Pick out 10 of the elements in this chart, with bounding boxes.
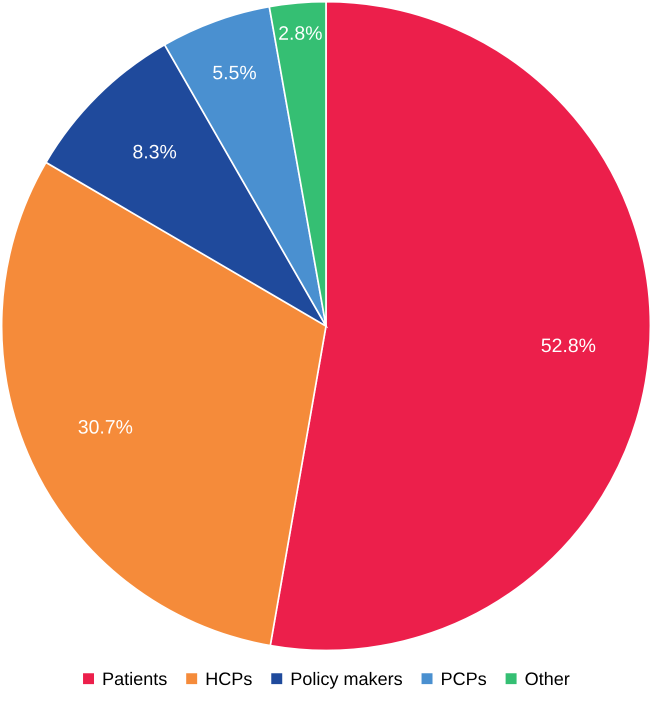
data-label: 52.8% [542,338,596,352]
legend-label: HCPs [206,672,252,686]
legend-label: Policy makers [292,672,402,689]
legend-label: PCPs [442,672,486,686]
legend-label: Patients [104,672,167,686]
legend-label: Other [525,672,570,686]
data-label: 30.7% [78,420,132,434]
data-label: 5.5% [213,66,256,80]
data-label: 2.8% [279,26,322,40]
data-label: 8.3% [133,144,176,159]
